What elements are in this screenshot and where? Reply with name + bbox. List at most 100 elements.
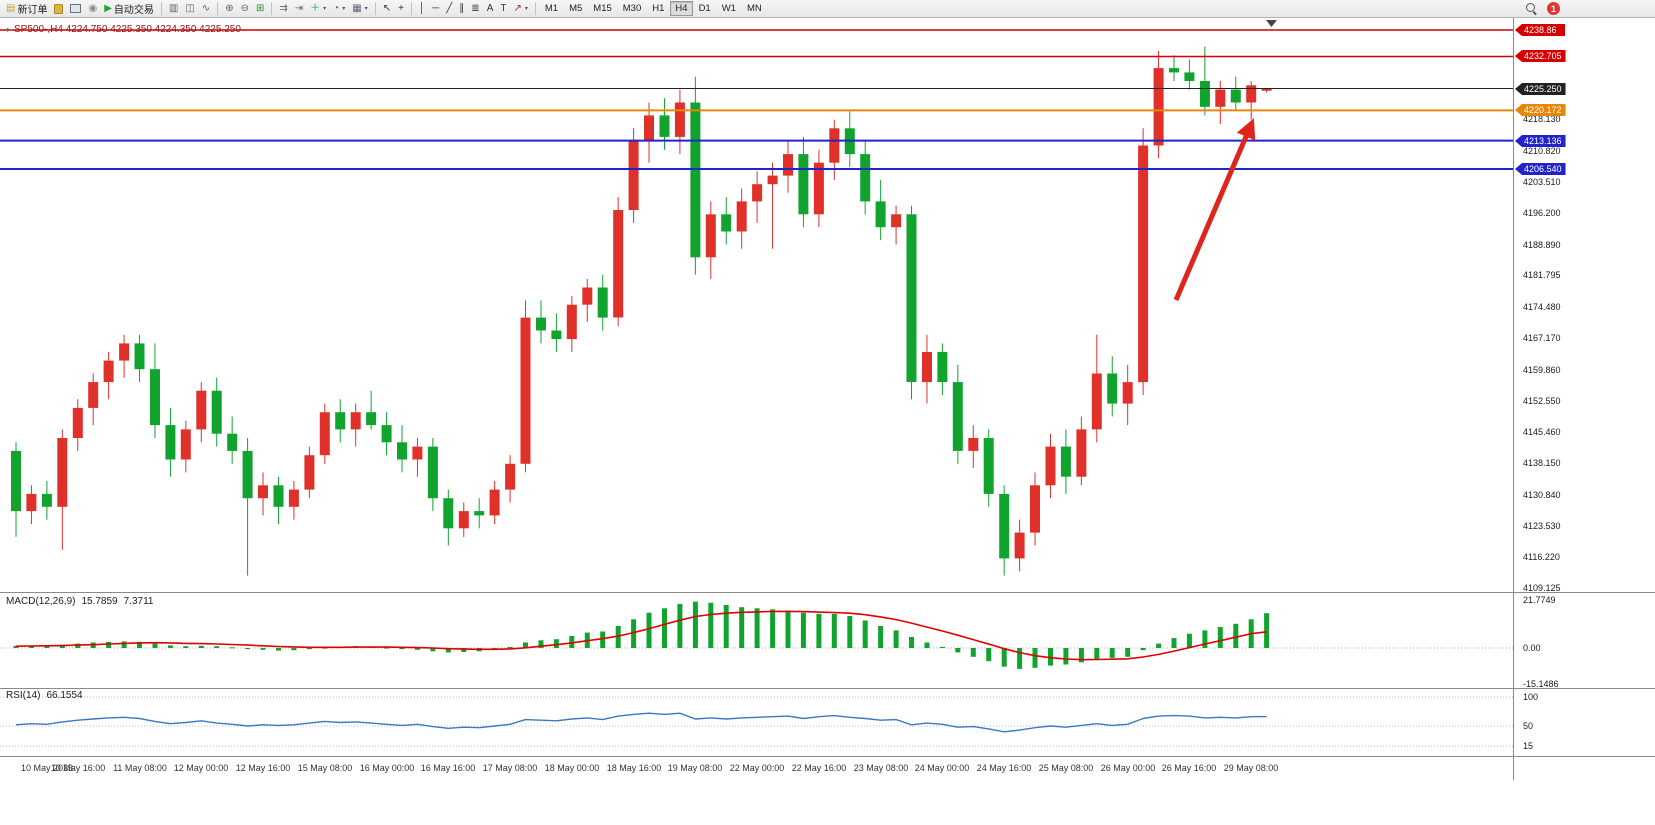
timeframe-h4-button[interactable]: H4	[670, 1, 693, 16]
price-tick-label: 4203.510	[1523, 177, 1561, 187]
candle	[1060, 429, 1071, 494]
macd-scale-zero: 0.00	[1523, 643, 1541, 653]
rsi-name: RSI(14)	[6, 690, 41, 701]
zoom-out-button[interactable]: ⊖	[238, 1, 252, 17]
horizontal-line-icon: ─	[432, 2, 440, 14]
candle	[721, 197, 732, 245]
candle	[1246, 81, 1257, 120]
bar-chart-icon: ▥	[168, 2, 179, 14]
candle	[999, 485, 1010, 576]
cursor-button[interactable]: ↖	[380, 1, 394, 17]
chart-shift-button[interactable]: ⇥	[292, 1, 306, 17]
candle	[11, 442, 21, 537]
search-icon[interactable]	[1525, 2, 1538, 15]
macd-scale-top: 21.7749	[1523, 595, 1556, 605]
rsi-scale-100: 100	[1523, 692, 1539, 702]
vertical-line-button[interactable]: │	[416, 1, 428, 17]
candle	[412, 438, 423, 477]
price-tick-label: 4109.125	[1523, 583, 1561, 593]
equidistant-channel-button[interactable]: ∥	[456, 1, 467, 17]
tile-windows-button[interactable]: ⊞	[253, 1, 267, 17]
notifications-badge[interactable]: 1	[1547, 2, 1560, 15]
candle	[690, 76, 701, 275]
zoom-in-button[interactable]: ⊕	[222, 1, 236, 17]
panel-divider-rsi[interactable]	[0, 688, 1655, 689]
candle	[844, 111, 855, 167]
period-button[interactable]: ◔ ▾	[330, 1, 348, 17]
crosshair-icon: +	[398, 2, 404, 14]
timeframe-m30-button[interactable]: M30	[618, 1, 646, 16]
line-chart-button[interactable]: ∿	[199, 1, 213, 17]
price-badge: 4225.250	[1515, 83, 1566, 95]
candle	[968, 425, 979, 469]
toolbar-separator	[271, 2, 273, 15]
candle	[536, 300, 546, 344]
candle	[937, 343, 948, 395]
text-button[interactable]: A	[484, 1, 497, 17]
candle	[335, 399, 346, 443]
timeframe-w1-button[interactable]: W1	[717, 1, 741, 16]
trendline-button[interactable]: ╱	[443, 1, 455, 17]
candle	[659, 98, 670, 150]
fibonacci-button[interactable]: ≣	[468, 1, 482, 17]
bar-chart-button[interactable]: ▥	[166, 1, 181, 17]
hand-cursor-button[interactable]	[51, 1, 66, 17]
new-order-button[interactable]: ▤ 新订单	[3, 1, 50, 17]
community-icon: ◉	[88, 2, 98, 14]
candle	[829, 119, 840, 180]
time-axis-label: 22 May 16:00	[791, 763, 847, 773]
auto-scroll-button[interactable]: ⇉	[276, 1, 290, 17]
price-tick-label: 4218.130	[1523, 114, 1561, 124]
auto-trading-button[interactable]: ▶ 自动交易	[101, 1, 157, 17]
candle	[458, 502, 469, 537]
candle	[783, 141, 793, 193]
arrows-tool-button[interactable]: ↗ ▾	[510, 1, 530, 17]
candle	[350, 403, 361, 447]
price-tick-label: 4138.150	[1523, 458, 1561, 468]
new-order-icon: ▤	[6, 2, 16, 14]
crosshair-button[interactable]: +	[395, 1, 407, 17]
candle	[1230, 76, 1241, 112]
macd-label: MACD(12,26,9) 15.7859 7.3711	[6, 596, 153, 607]
horizontal-line-button[interactable]: ─	[429, 1, 442, 17]
price-badge: 4213.136	[1515, 135, 1566, 147]
price-axis[interactable]: 21.7749 0.00 -15.1486 100 50 15 4218.130…	[1513, 18, 1655, 780]
candle	[443, 489, 454, 546]
candle	[922, 334, 932, 404]
candle	[227, 416, 238, 464]
auto-trading-icon: ▶	[104, 2, 112, 14]
zoom-in-icon: ⊕	[225, 2, 234, 14]
candle	[860, 141, 871, 215]
panel-divider-macd[interactable]	[0, 592, 1655, 593]
candle	[211, 377, 222, 447]
timeframe-mn-button[interactable]: MN	[742, 1, 767, 16]
chart-shift-icon: ⇥	[294, 2, 304, 14]
timeframe-m5-button[interactable]: M5	[564, 1, 587, 16]
community-button[interactable]: ◉	[85, 1, 100, 17]
timeframe-m1-button[interactable]: M1	[540, 1, 563, 16]
chart-window-button[interactable]	[67, 1, 84, 17]
timeframe-d1-button[interactable]: D1	[694, 1, 716, 16]
price-tick-label: 4210.820	[1523, 146, 1561, 156]
rsi-label: RSI(14) 66.1554	[6, 690, 83, 701]
chart-canvas[interactable]	[0, 0, 1513, 757]
candlestick-chart-button[interactable]: ◫	[182, 1, 197, 17]
dropdown-caret-icon: ▾	[342, 6, 346, 12]
timeframe-m15-button[interactable]: M15	[588, 1, 616, 16]
time-axis-label: 18 May 00:00	[544, 763, 600, 773]
candle	[304, 446, 315, 499]
add-indicator-button[interactable]: ＋ ▾	[307, 1, 329, 17]
candle	[520, 300, 531, 473]
timeframe-h1-button[interactable]: H1	[647, 1, 669, 16]
template-button[interactable]: ▦ ▾	[349, 1, 370, 17]
time-axis-label: 12 May 00:00	[173, 763, 229, 773]
candle	[1014, 519, 1025, 572]
candle	[242, 438, 253, 576]
time-axis-label: 19 May 08:00	[667, 763, 723, 773]
label-button[interactable]: T	[497, 1, 509, 17]
candle	[644, 102, 654, 163]
price-tick-label: 4152.550	[1523, 396, 1561, 406]
time-axis[interactable]: 10 May 2023 10 May 16:00 11 May 08:00 12 Ma…	[0, 757, 1513, 779]
price-tick-label: 4130.840	[1523, 490, 1561, 500]
time-axis-label: 16 May 00:00	[359, 763, 415, 773]
